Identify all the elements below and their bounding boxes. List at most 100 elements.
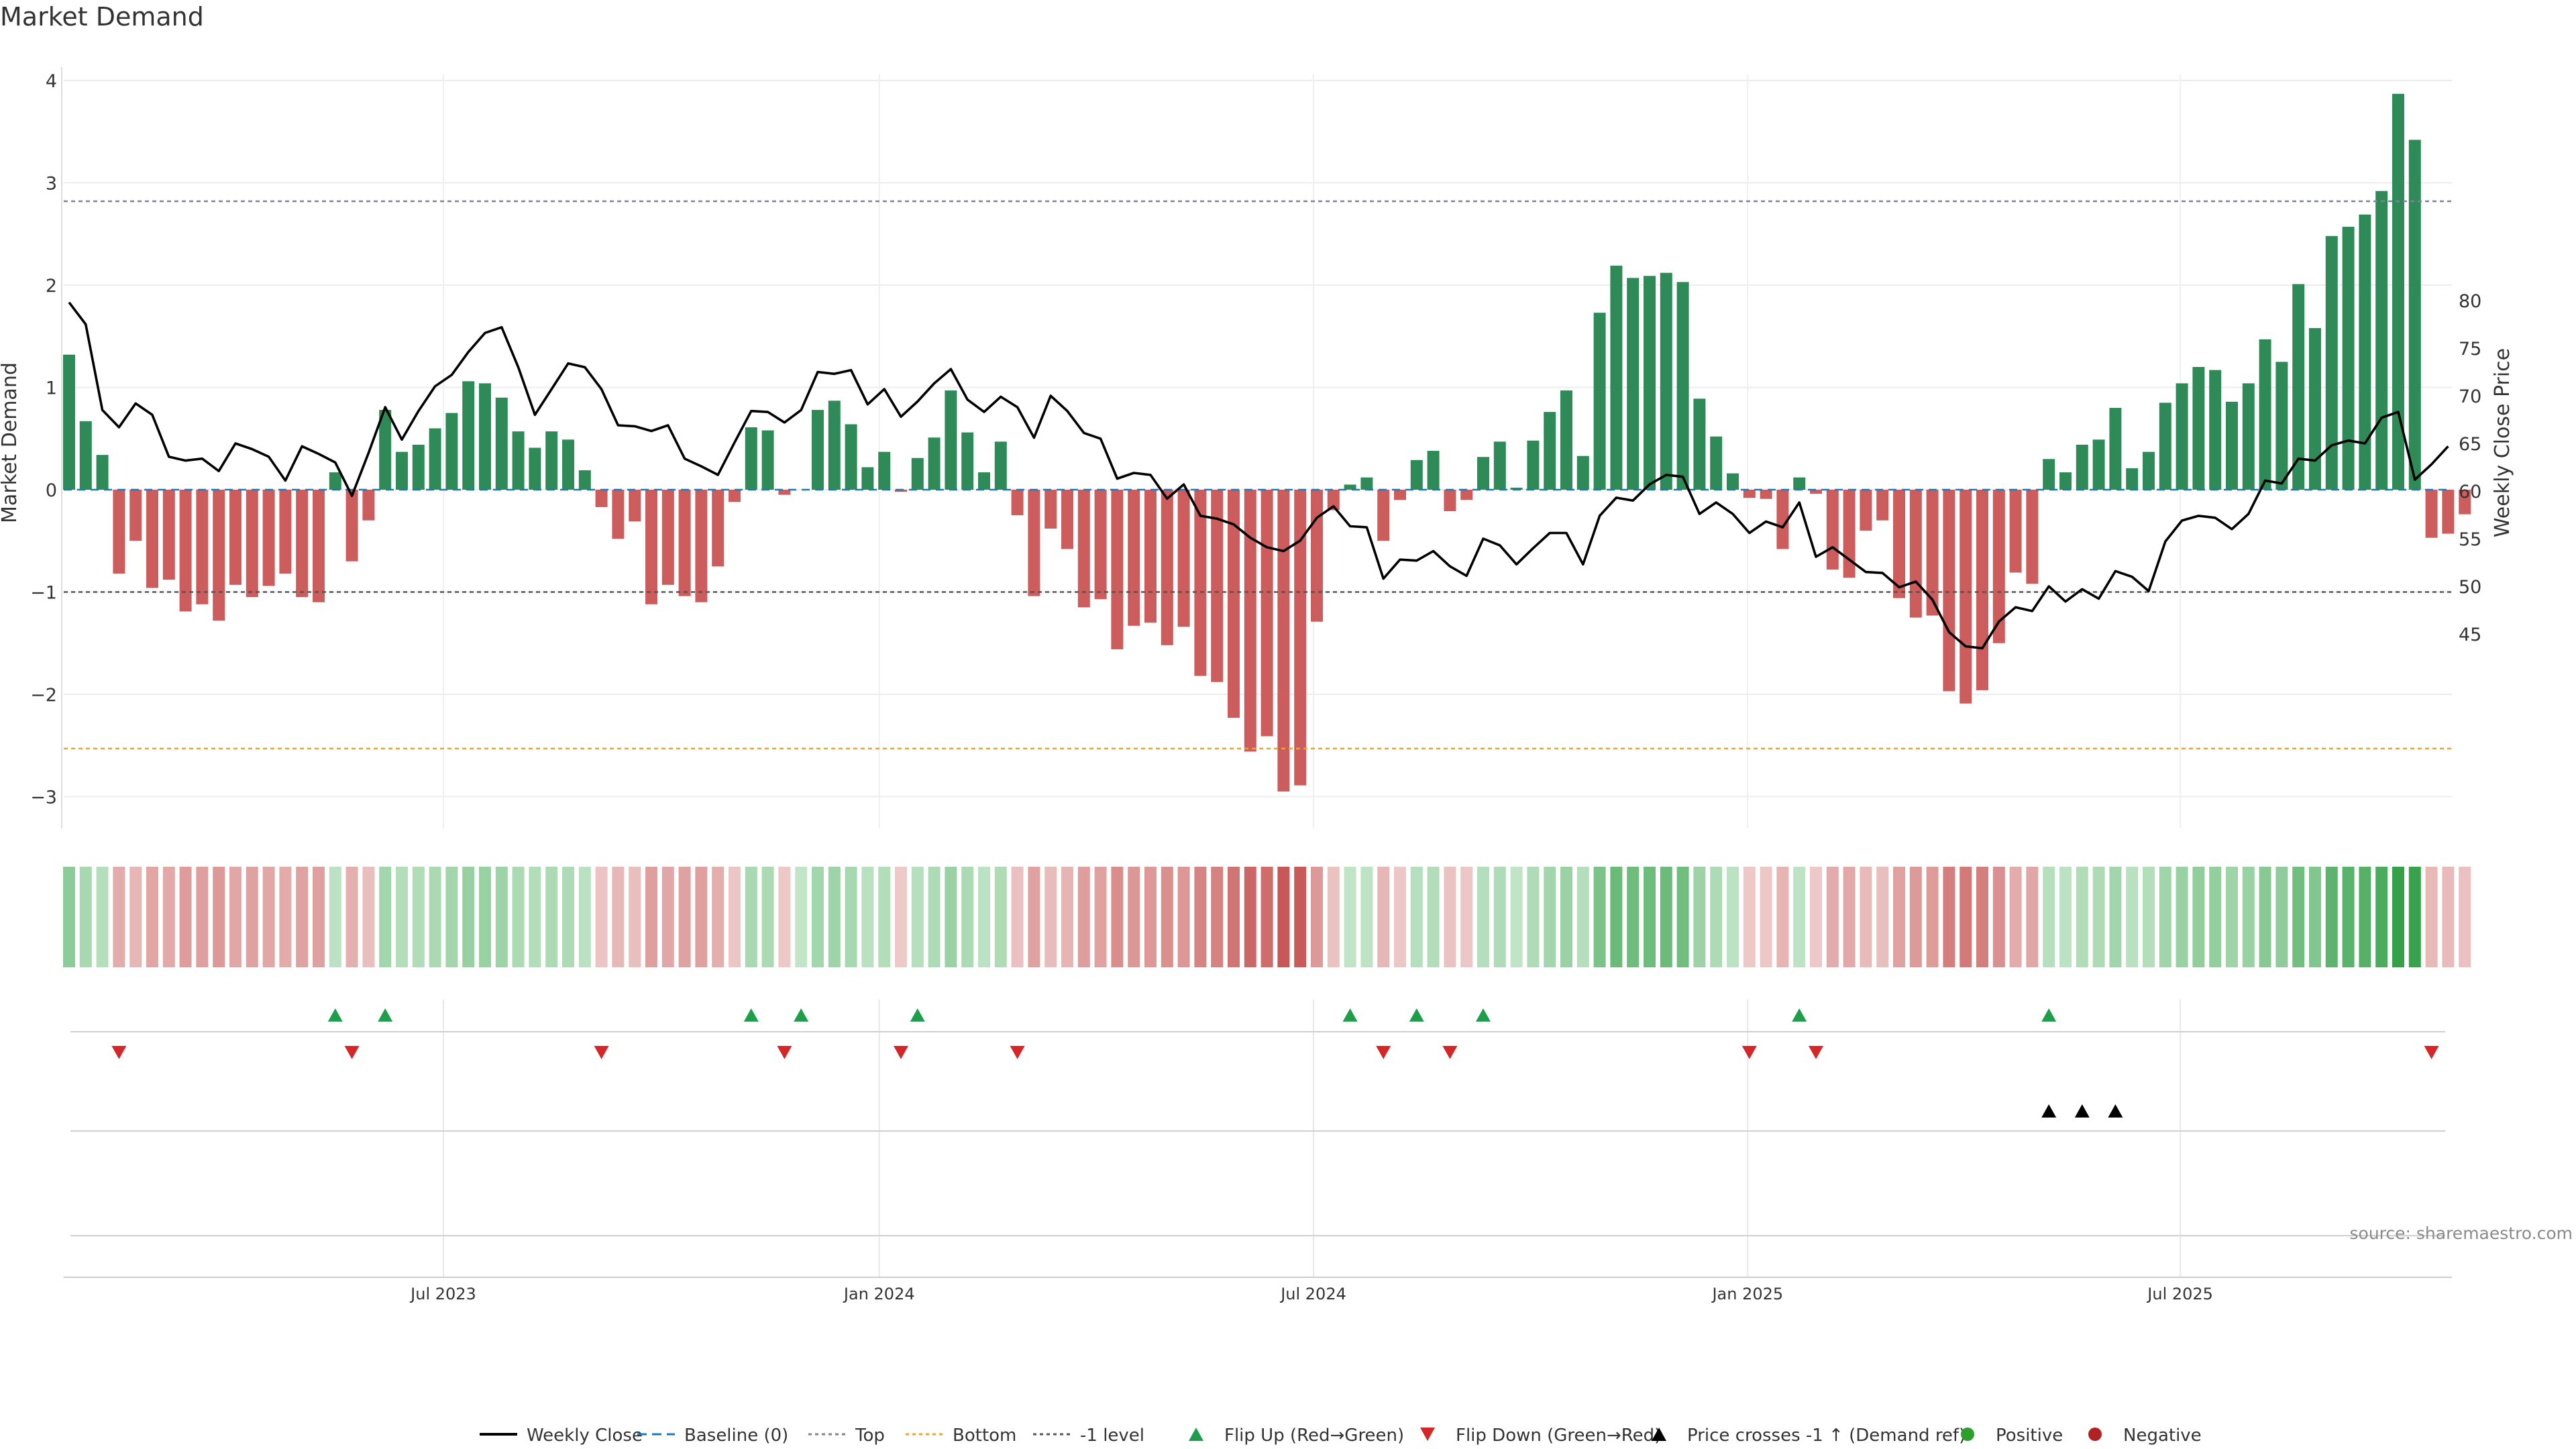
heat-cell: [313, 867, 325, 967]
demand-bar-negative: [2009, 490, 2022, 573]
demand-bar-positive: [978, 472, 990, 490]
demand-bar-negative: [1876, 490, 1889, 521]
demand-bar-negative: [595, 490, 608, 507]
demand-bar-negative: [279, 490, 292, 574]
heat-cell: [2392, 867, 2404, 967]
heat-cell: [678, 867, 691, 967]
flip-down-marker: [777, 1046, 792, 1059]
demand-bar-positive: [1510, 487, 1523, 490]
heat-cell: [2026, 867, 2039, 967]
legend-label: Bottom: [953, 1426, 1016, 1446]
flip-down-marker: [1809, 1046, 1823, 1059]
heat-cell: [2076, 867, 2088, 967]
demand-bar-negative: [1377, 490, 1390, 541]
demand-bar-negative: [1976, 490, 1988, 690]
demand-bar-positive: [545, 431, 558, 490]
heat-cell: [1294, 867, 1307, 967]
demand-bar-positive: [412, 444, 425, 490]
heat-cell: [1627, 867, 1640, 967]
demand-bar-negative: [1826, 490, 1839, 570]
demand-bar-positive: [96, 455, 109, 490]
y-tick-label-left: 2: [46, 276, 57, 297]
demand-bar-negative: [1926, 490, 1939, 616]
axes: 4 3 2 1 0 −1 −2 −3 80 75 70 65 60 55 50 45 Jul 2023 Jan 2…: [30, 67, 2481, 1303]
demand-bar-positive: [479, 383, 491, 490]
heat-cell: [928, 867, 941, 967]
demand-bar-positive: [2226, 401, 2238, 490]
heat-cell: [2292, 867, 2305, 967]
demand-bar-positive: [2309, 328, 2321, 490]
demand-bar-negative: [196, 490, 209, 604]
heat-cell: [229, 867, 241, 967]
demand-bar-positive: [1544, 412, 1556, 490]
demand-bar-positive: [2275, 362, 2288, 490]
demand-bar-negative: [1743, 490, 1756, 498]
legend-swatch: [1961, 1428, 1974, 1441]
heat-cell: [2425, 867, 2438, 967]
flip-down-marker: [344, 1046, 360, 1059]
demand-bar-positive: [761, 430, 774, 490]
demand-bars: [63, 93, 2471, 792]
demand-bar-positive: [2059, 472, 2072, 490]
flip-down-marker: [1442, 1046, 1458, 1059]
x-tick-label: Jul 2023: [409, 1285, 476, 1303]
heat-cell: [895, 867, 907, 967]
demand-bar-negative: [345, 490, 358, 561]
heat-cell: [1876, 867, 1889, 967]
heat-cell: [1244, 867, 1256, 967]
x-tick-label: Jul 2024: [1279, 1285, 1346, 1303]
heat-cell: [1277, 867, 1290, 967]
legend-label: Positive: [1996, 1426, 2063, 1446]
legend-label: Price crosses -1 ↑ (Demand ref): [1687, 1426, 1966, 1446]
demand-bar-positive: [1793, 477, 1806, 490]
demand-bar-positive: [2043, 459, 2055, 490]
heat-cell: [695, 867, 708, 967]
heat-cell: [945, 867, 957, 967]
heat-cell: [1826, 867, 1839, 967]
heat-cell: [2209, 867, 2222, 967]
demand-bar-negative: [629, 490, 641, 522]
demand-bar-negative: [712, 490, 724, 567]
demand-bar-positive: [2192, 367, 2205, 490]
heat-cell: [1926, 867, 1939, 967]
demand-bar-negative: [2442, 490, 2455, 534]
flip-down-marker: [1010, 1046, 1025, 1059]
demand-heat-strip: [63, 867, 2471, 967]
heat-cell: [878, 867, 891, 967]
heat-cell: [1893, 867, 1905, 967]
heat-cell: [2342, 867, 2355, 967]
heat-cell: [1610, 867, 1623, 967]
heat-cell: [179, 867, 192, 967]
heat-cell: [1510, 867, 1523, 967]
flip-up-marker: [327, 1008, 343, 1022]
heat-cell: [196, 867, 209, 967]
y-tick-label-left: −2: [30, 685, 57, 706]
demand-bar-negative: [2425, 490, 2438, 538]
demand-bar-positive: [1644, 276, 1656, 490]
demand-bar-positive: [2292, 284, 2305, 490]
legend: Weekly Close Baseline (0) Top Bottom -1 leve…: [480, 1426, 2202, 1446]
demand-bar-negative: [778, 490, 791, 495]
flip-down-marker: [111, 1046, 127, 1059]
y-tick-label-left: −3: [30, 788, 57, 808]
heat-cell: [1161, 867, 1173, 967]
heat-cell: [1593, 867, 1606, 967]
weekly-close-line: [68, 301, 2449, 650]
heat-cell: [2043, 867, 2055, 967]
demand-bar-positive: [2392, 93, 2404, 490]
demand-bar-positive: [1493, 441, 1506, 490]
heat-cell: [2092, 867, 2105, 967]
heat-cell: [262, 867, 275, 967]
flip-up-marker: [794, 1008, 809, 1022]
heat-cell: [1144, 867, 1157, 967]
demand-bar-negative: [1394, 490, 1406, 500]
heat-cell: [512, 867, 525, 967]
heat-cell: [812, 867, 824, 967]
price-cross-marker: [2041, 1104, 2057, 1118]
heat-cell: [2143, 867, 2155, 967]
heat-cell: [1061, 867, 1073, 967]
y-tick-label-right: 60: [2459, 482, 2481, 502]
demand-bar-negative: [1277, 490, 1290, 792]
heat-cell: [1943, 867, 1955, 967]
demand-bar-positive: [1560, 390, 1572, 490]
